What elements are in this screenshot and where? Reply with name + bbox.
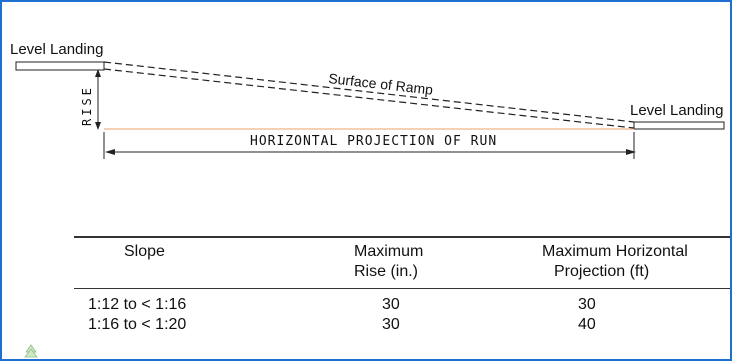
run-arrow-left	[105, 149, 115, 155]
cell-slope: 1:12 to < 1:16	[88, 296, 187, 313]
ramp-surface-bottom	[103, 68, 635, 129]
rise-arrow-down	[95, 122, 101, 130]
right-landing	[633, 121, 725, 130]
run-label: HORIZONTAL PROJECTION OF RUN	[250, 134, 497, 149]
run-arrow-right	[626, 149, 636, 155]
ramp-diagram: Level Landing Level Landing Surface of R…	[10, 41, 725, 159]
cell-projection: 40	[578, 316, 596, 333]
cell-rise: 30	[382, 296, 400, 313]
right-landing-label: Level Landing	[630, 102, 723, 119]
table-row: 1:12 to < 1:16 30 30	[74, 289, 730, 316]
slope-table: Slope Maximum Rise (in.) Maximum Horizon…	[74, 236, 730, 335]
cell-rise: 30	[382, 316, 400, 333]
rise-arrow-up	[95, 69, 101, 77]
table-row: 1:16 to < 1:20 30 40	[74, 315, 730, 335]
rise-label: RISE	[80, 85, 94, 126]
left-landing	[15, 61, 105, 71]
header-max-rise: Maximum Rise (in.)	[354, 243, 424, 280]
left-landing-label: Level Landing	[10, 41, 103, 58]
header-slope: Slope	[124, 243, 165, 260]
ramp-surface-top	[103, 61, 635, 123]
cell-slope: 1:16 to < 1:20	[88, 316, 187, 333]
tree-icon	[24, 344, 38, 363]
cell-projection: 30	[578, 296, 596, 313]
table-header-row: Slope Maximum Rise (in.) Maximum Horizon…	[74, 237, 730, 289]
header-max-projection: Maximum Horizontal Projection (ft)	[542, 243, 688, 280]
